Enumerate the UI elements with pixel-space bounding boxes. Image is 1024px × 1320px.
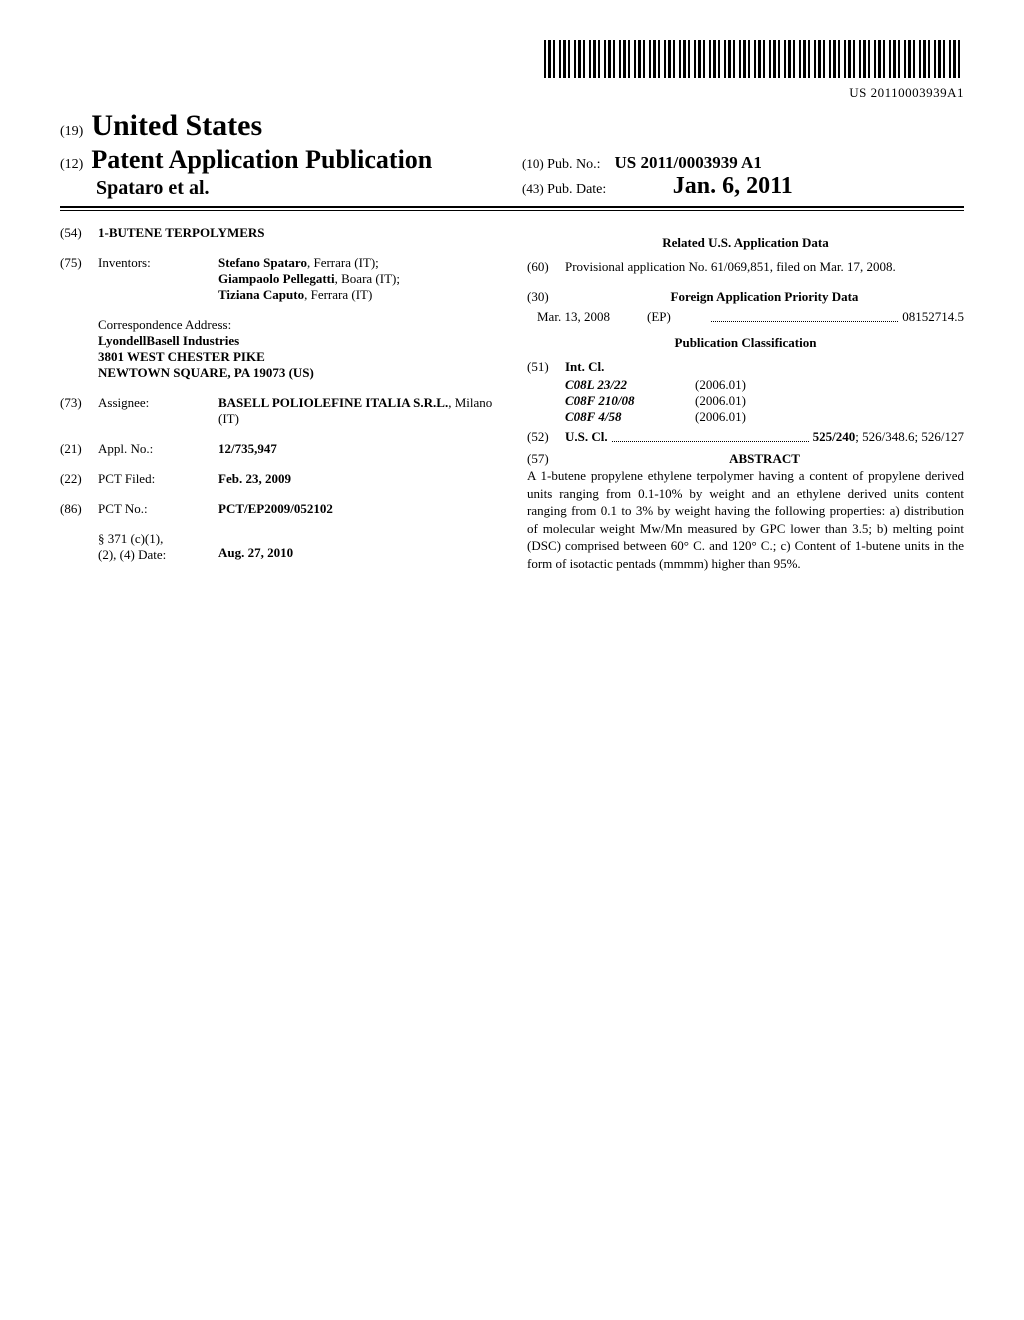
pct-no-value: PCT/EP2009/052102	[218, 501, 497, 517]
inventor-1-name: Stefano Spataro	[218, 255, 307, 270]
pub-type: Patent Application Publication	[91, 145, 432, 174]
dots-leader	[612, 429, 809, 442]
pub-no-value: US 2011/0003939 A1	[614, 153, 761, 172]
abstract-code: (57)	[527, 451, 565, 467]
int-cl-item: C08F 4/58 (2006.01)	[565, 409, 964, 425]
priority-date: Mar. 13, 2008	[537, 309, 647, 325]
header-row: (19) United States (12) Patent Applicati…	[60, 109, 964, 200]
us-cl-code: (52)	[527, 429, 565, 445]
s371-date: Aug. 27, 2010	[218, 531, 497, 563]
foreign-heading-row: (30) Foreign Application Priority Data	[527, 289, 964, 305]
title-row: (54) 1-BUTENE TERPOLYMERS	[60, 225, 497, 241]
appl-no-label: Appl. No.:	[98, 441, 218, 457]
correspondence-line-2: 3801 WEST CHESTER PIKE	[98, 349, 497, 365]
appl-no-code: (21)	[60, 441, 98, 457]
abstract-heading-row: (57) ABSTRACT	[527, 451, 964, 467]
int-cl-1-code: C08L 23/22	[565, 377, 695, 393]
pub-date-label: Pub. Date:	[547, 182, 606, 197]
int-cl-item: C08F 210/08 (2006.01)	[565, 393, 964, 409]
correspondence-block: Correspondence Address: LyondellBasell I…	[98, 317, 497, 381]
int-cl-row: (51) Int. Cl.	[527, 359, 964, 375]
country-name: United States	[91, 109, 262, 142]
pub-date-value: Jan. 6, 2011	[673, 173, 793, 199]
header-right: (10) Pub. No.: US 2011/0003939 A1 (43) P…	[502, 153, 964, 200]
pub-type-code: (12)	[60, 157, 83, 172]
s371-label: § 371 (c)(1),(2), (4) Date:	[98, 531, 218, 563]
classification-heading: Publication Classification	[527, 335, 964, 351]
priority-no: 08152714.5	[902, 309, 964, 325]
int-cl-label: Int. Cl.	[565, 359, 604, 375]
header-left: (19) United States (12) Patent Applicati…	[60, 109, 502, 200]
pct-no-row: (86) PCT No.: PCT/EP2009/052102	[60, 501, 497, 517]
pub-no-line: (10) Pub. No.: US 2011/0003939 A1	[522, 153, 964, 173]
correspondence-line-1: LyondellBasell Industries	[98, 333, 497, 349]
inventors-row: (75) Inventors: Stefano Spataro, Ferrara…	[60, 255, 497, 303]
int-cl-3-code: C08F 4/58	[565, 409, 695, 425]
provisional-code: (60)	[527, 259, 565, 275]
assignee-row: (73) Assignee: BASELL POLIOLEFINE ITALIA…	[60, 395, 497, 427]
main-columns: (54) 1-BUTENE TERPOLYMERS (75) Inventors…	[60, 225, 964, 577]
assignee-value: BASELL POLIOLEFINE ITALIA S.R.L., Milano…	[218, 395, 497, 427]
assignee-label: Assignee:	[98, 395, 218, 427]
pct-filed-label: PCT Filed:	[98, 471, 218, 487]
priority-cc: (EP)	[647, 309, 707, 325]
divider-thin	[60, 210, 964, 211]
pct-filed-code: (22)	[60, 471, 98, 487]
int-cl-2-code: C08F 210/08	[565, 393, 695, 409]
authors-header: Spataro et al.	[96, 177, 502, 200]
us-cl-bold: 525/240	[813, 429, 856, 444]
inventor-2-name: Giampaolo Pellegatti	[218, 271, 335, 286]
barcode-number: US 20110003939A1	[60, 85, 964, 101]
invention-title: 1-BUTENE TERPOLYMERS	[98, 225, 265, 241]
assignee-name: BASELL POLIOLEFINE ITALIA S.R.L.	[218, 395, 448, 410]
pub-date-line: (43) Pub. Date: Jan. 6, 2011	[522, 173, 964, 200]
pct-filed-value: Feb. 23, 2009	[218, 471, 497, 487]
barcode-region: US 20110003939A1	[60, 40, 964, 101]
us-cl-value: 525/240; 526/348.6; 526/127	[813, 429, 964, 445]
pub-no-code: (10)	[522, 156, 544, 171]
correspondence-line-3: NEWTOWN SQUARE, PA 19073 (US)	[98, 365, 497, 381]
assignee-code: (73)	[60, 395, 98, 427]
country-line: (19) United States	[60, 109, 502, 143]
int-cl-2-year: (2006.01)	[695, 393, 746, 409]
correspondence-label: Correspondence Address:	[98, 317, 497, 333]
s371-spacer	[60, 531, 98, 563]
pct-no-label: PCT No.:	[98, 501, 218, 517]
int-cl-item: C08L 23/22 (2006.01)	[565, 377, 964, 393]
inventors-code: (75)	[60, 255, 98, 303]
appl-no-row: (21) Appl. No.: 12/735,947	[60, 441, 497, 457]
us-cl-label: U.S. Cl.	[565, 429, 608, 445]
priority-row: Mar. 13, 2008 (EP) 08152714.5	[537, 309, 964, 325]
title-code: (54)	[60, 225, 98, 241]
divider-thick	[60, 206, 964, 208]
abstract-text: A 1-butene propylene ethylene terpolymer…	[527, 467, 964, 572]
pct-no-code: (86)	[60, 501, 98, 517]
pub-no-label: Pub. No.:	[547, 157, 600, 172]
int-cl-code: (51)	[527, 359, 565, 375]
barcode-graphic	[544, 40, 964, 78]
provisional-row: (60) Provisional application No. 61/069,…	[527, 259, 964, 275]
int-cl-1-year: (2006.01)	[695, 377, 746, 393]
foreign-code: (30)	[527, 289, 565, 305]
foreign-heading: Foreign Application Priority Data	[565, 289, 964, 305]
inventors-value: Stefano Spataro, Ferrara (IT); Giampaolo…	[218, 255, 497, 303]
dots-leader	[711, 309, 898, 322]
left-column: (54) 1-BUTENE TERPOLYMERS (75) Inventors…	[60, 225, 497, 577]
pub-type-row: (12) Patent Application Publication	[60, 145, 502, 175]
inventor-3-name: Tiziana Caputo	[218, 287, 304, 302]
provisional-text: Provisional application No. 61/069,851, …	[565, 259, 964, 275]
us-cl-row: (52) U.S. Cl. 525/240; 526/348.6; 526/12…	[527, 429, 964, 445]
right-column: Related U.S. Application Data (60) Provi…	[527, 225, 964, 577]
int-cl-3-year: (2006.01)	[695, 409, 746, 425]
pct-filed-row: (22) PCT Filed: Feb. 23, 2009	[60, 471, 497, 487]
related-heading: Related U.S. Application Data	[527, 235, 964, 251]
appl-no-value: 12/735,947	[218, 441, 497, 457]
inventors-label: Inventors:	[98, 255, 218, 303]
pub-date-code: (43)	[522, 181, 544, 196]
country-code: (19)	[60, 124, 83, 139]
s371-row: § 371 (c)(1),(2), (4) Date: Aug. 27, 201…	[60, 531, 497, 563]
abstract-heading: ABSTRACT	[565, 451, 964, 467]
